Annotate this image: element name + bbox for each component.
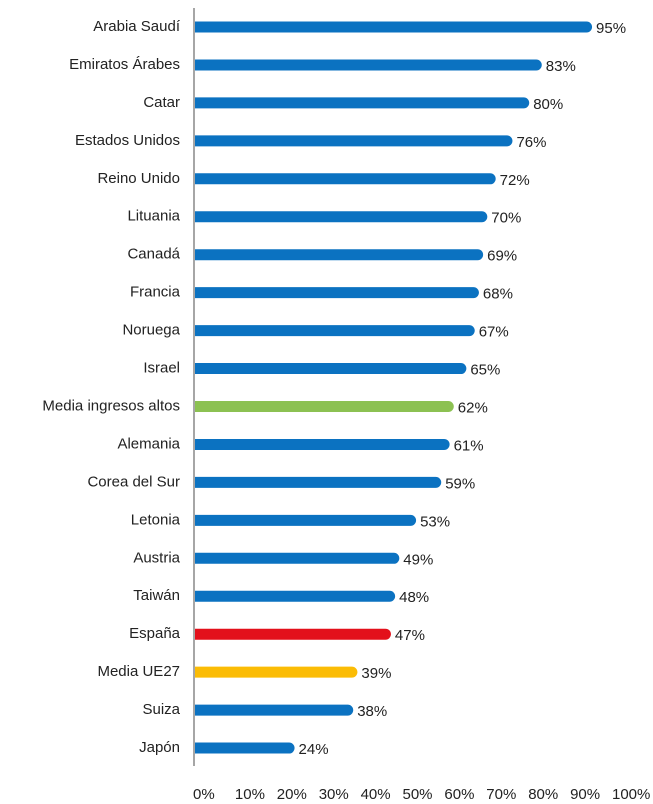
bar — [195, 666, 358, 678]
x-tick-label: 40% — [361, 786, 391, 803]
value-label: 48% — [399, 589, 429, 606]
y-tick-label: Taiwán — [133, 587, 180, 604]
x-tick-label: 90% — [570, 786, 600, 803]
value-label: 49% — [403, 551, 433, 568]
y-tick-label: Israel — [143, 360, 180, 377]
y-tick-label: Austria — [133, 549, 180, 566]
bar — [195, 742, 295, 754]
value-label: 69% — [487, 248, 517, 265]
bar — [195, 628, 391, 640]
bar — [195, 438, 450, 450]
value-label: 53% — [420, 513, 450, 530]
bar — [195, 211, 488, 223]
y-tick-label: Lituania — [127, 208, 180, 225]
bar — [195, 287, 479, 299]
bar — [195, 704, 354, 716]
x-tick-label: 70% — [486, 786, 516, 803]
y-tick-label: España — [129, 625, 181, 642]
value-label: 72% — [500, 172, 530, 189]
bar — [195, 97, 530, 109]
value-label: 80% — [533, 96, 563, 113]
y-tick-label: Canadá — [127, 246, 180, 263]
bar — [195, 59, 542, 71]
value-label: 68% — [483, 286, 513, 303]
bar — [195, 249, 484, 261]
bar — [195, 514, 417, 526]
x-tick-label: 30% — [319, 786, 349, 803]
value-label: 70% — [491, 210, 521, 227]
value-label: 62% — [458, 399, 488, 416]
x-tick-label: 0% — [193, 786, 215, 803]
y-tick-label: Catar — [143, 94, 180, 111]
bar — [195, 401, 454, 412]
value-label: 61% — [454, 437, 484, 454]
y-tick-label: Emiratos Árabes — [69, 56, 180, 73]
x-tick-label: 60% — [444, 786, 474, 803]
bar — [195, 552, 400, 564]
value-label: 38% — [357, 703, 387, 720]
value-label: 67% — [479, 324, 509, 341]
bar — [195, 363, 467, 375]
x-tick-label: 50% — [403, 786, 433, 803]
x-tick-label: 10% — [235, 786, 265, 803]
y-tick-label: Francia — [130, 284, 181, 301]
value-label: 65% — [470, 362, 500, 379]
y-tick-label: Estados Unidos — [75, 132, 180, 149]
value-label: 24% — [299, 741, 329, 758]
bar — [195, 173, 496, 185]
bar — [195, 325, 475, 337]
bar — [195, 590, 396, 602]
x-tick-label: 100% — [612, 786, 650, 803]
y-tick-label: Corea del Sur — [87, 473, 180, 490]
y-tick-label: Japón — [139, 739, 180, 756]
y-tick-label: Media ingresos altos — [42, 397, 180, 414]
value-label: 39% — [361, 665, 391, 682]
y-tick-label: Reino Unido — [97, 170, 180, 187]
value-label: 76% — [516, 134, 546, 151]
y-tick-label: Letonia — [131, 511, 181, 528]
y-tick-label: Noruega — [122, 322, 180, 339]
x-tick-label: 80% — [528, 786, 558, 803]
bar — [195, 135, 513, 147]
bar — [195, 476, 442, 488]
y-tick-label: Arabia Saudí — [93, 18, 181, 35]
x-tick-label: 20% — [277, 786, 307, 803]
y-tick-label: Suiza — [142, 701, 180, 718]
value-label: 47% — [395, 627, 425, 644]
value-label: 83% — [546, 58, 576, 75]
bar — [195, 21, 593, 33]
y-tick-label: Media UE27 — [97, 663, 180, 680]
value-label: 95% — [596, 20, 626, 37]
value-label: 59% — [445, 475, 475, 492]
y-tick-label: Alemania — [117, 435, 180, 452]
